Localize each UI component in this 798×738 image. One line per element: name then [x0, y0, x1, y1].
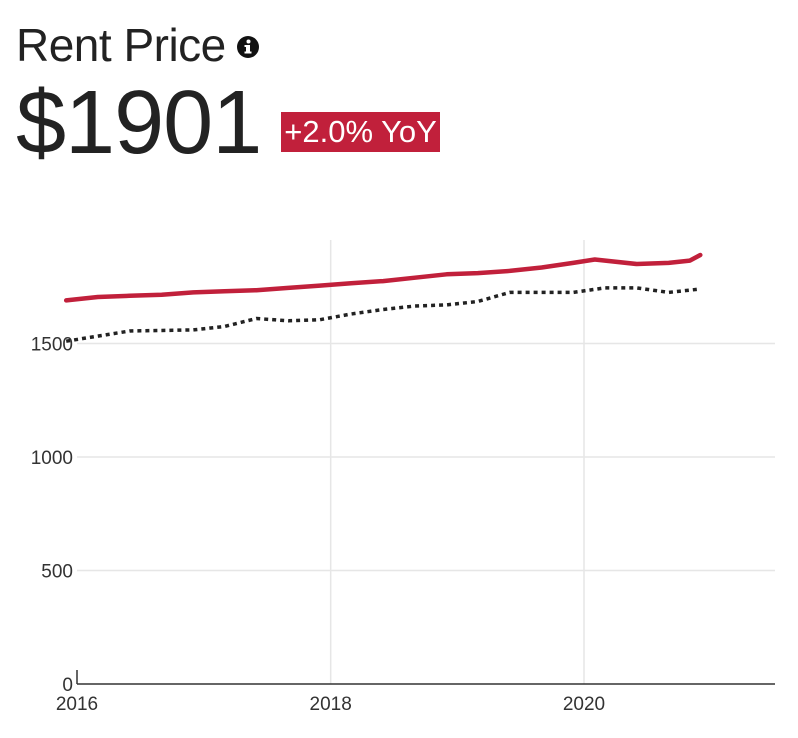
value-row: $1901 +2.0% YoY [16, 78, 782, 168]
y-tick-label: 500 [41, 562, 73, 583]
header: Rent Price $1901 +2.0% YoY [16, 14, 782, 168]
page-title: Rent Price [16, 19, 226, 71]
comparison-series-line [65, 286, 701, 343]
y-tick-label: 0 [62, 675, 73, 696]
info-circle-icon-graphic [236, 36, 259, 58]
x-tick-label: 2020 [563, 694, 605, 715]
x-tick-label: 2016 [56, 694, 98, 715]
y-tick-label: 1500 [31, 335, 73, 356]
info-circle-icon[interactable] [236, 35, 260, 59]
title-row: Rent Price [16, 14, 782, 76]
y-tick-label: 1000 [31, 448, 73, 469]
price-value: $1901 [16, 73, 262, 173]
yoy-badge: +2.0% YoY [281, 112, 440, 152]
rent-price-series-line [63, 252, 703, 303]
x-tick-label: 2018 [310, 694, 352, 715]
